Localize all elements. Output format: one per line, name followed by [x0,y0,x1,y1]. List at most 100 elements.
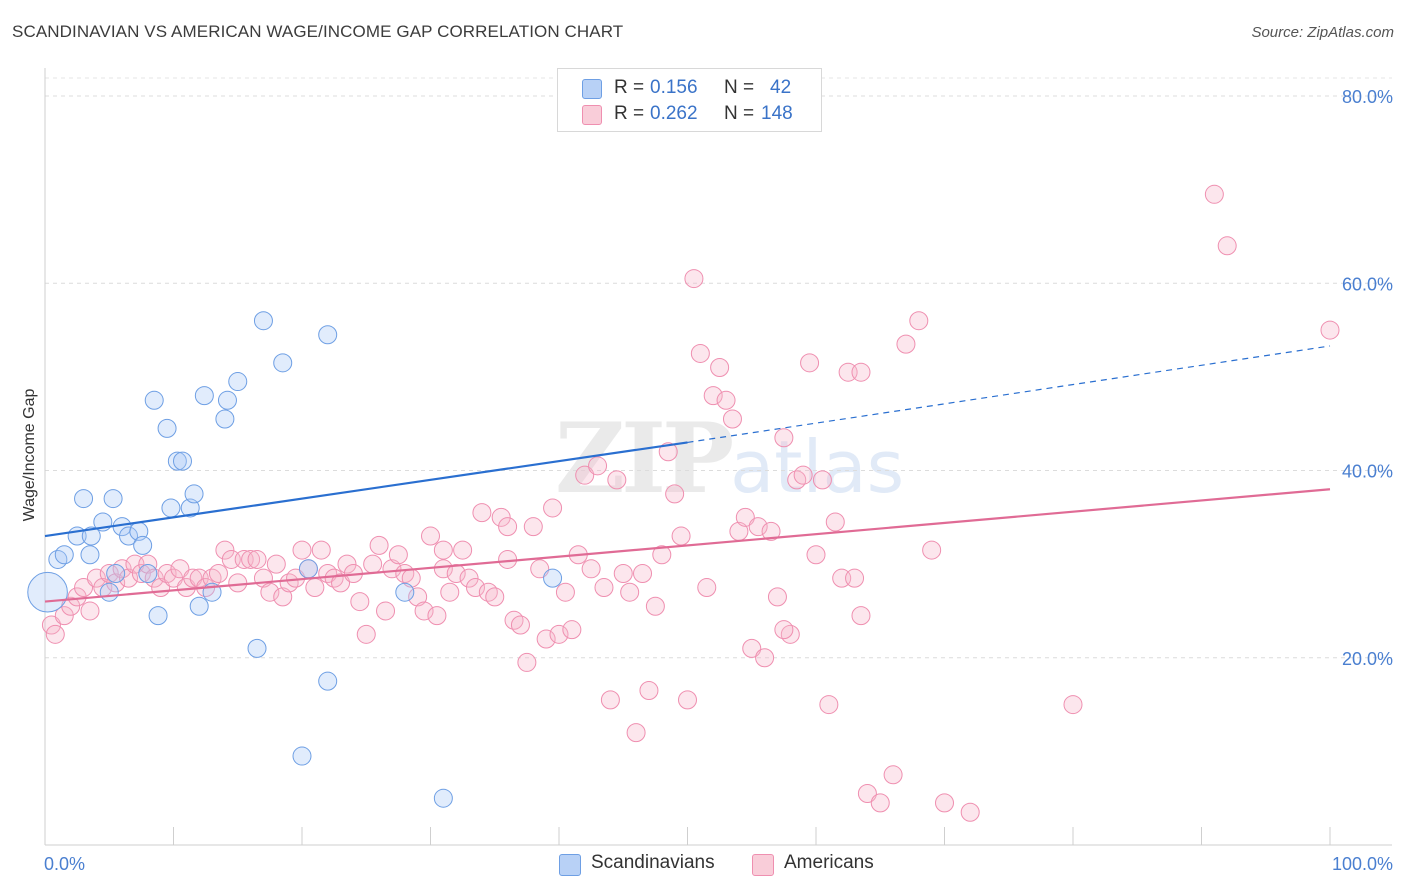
scandinavian-trend-line [44,441,688,538]
american-points [41,184,1340,822]
american-point [510,615,530,635]
n-value: 42 [770,77,792,98]
scandinavian-point [157,418,177,438]
american-point [748,517,768,537]
y-tick-label: 20.0% [1342,649,1393,669]
american-point [639,681,659,701]
american-point [266,554,286,574]
american-point [575,465,595,485]
trend-lines [44,345,1331,603]
scandinavian-point [189,596,209,616]
american-point [819,695,839,715]
american-point [883,765,903,785]
american-point [164,568,183,588]
american-point [414,601,434,621]
american-trend-line [44,488,1331,603]
american-point [620,582,640,602]
american-point [119,568,139,588]
american-point [465,578,485,598]
americans-swatch [582,105,602,125]
american-point [710,358,730,378]
y-tick-label: 80.0% [1342,87,1393,107]
american-point [331,573,351,593]
scandinavian-point [215,409,235,429]
american-point [45,624,65,644]
n-value: 148 [761,103,793,124]
american-point [485,587,505,607]
american-point [703,386,723,406]
american-point [260,582,280,602]
american-point [408,587,428,607]
american-point [909,311,929,331]
american-point [1063,695,1083,715]
american-point [851,362,871,382]
r-label: R = [614,103,645,124]
scandinavian-point [194,386,214,406]
american-point [652,545,672,565]
r-value: 0.156 [650,77,698,98]
american-point [453,540,473,560]
american-point [170,559,190,579]
american-point [761,521,781,541]
scandinavian-point [106,563,126,583]
american-point [960,802,980,822]
american-point [433,540,453,560]
american-point [1204,184,1224,204]
american-point [292,540,312,560]
scandinavians-legend-swatch [559,854,581,876]
american-point [228,573,248,593]
american-point [131,563,151,583]
american-point [588,456,608,476]
american-point [684,269,704,289]
american-point [812,470,832,490]
y-tick-label: 60.0% [1342,274,1393,294]
american-point [870,793,890,813]
american-point [935,793,954,813]
american-point [555,582,575,602]
american-point [851,606,871,626]
scandinavian-point [543,568,563,588]
scandinavian-point [433,788,453,808]
american-point [388,545,408,565]
american-point [678,690,697,710]
american-point [241,549,261,569]
american-point [472,503,492,523]
n-label: N = [724,103,755,124]
american-point [356,624,376,644]
american-point [633,563,653,583]
american-point [626,723,646,743]
american-point [549,624,569,644]
american-point [607,470,627,490]
american-point [581,559,601,579]
american-point [421,526,440,546]
y-axis-label: Wage/Income Gap [21,389,38,522]
scandinavian-point [395,582,415,602]
watermark-atlas: atlas [730,425,905,509]
scandinavian-point [103,489,123,509]
american-point [99,563,119,583]
american-point [722,409,742,429]
american-point [208,563,228,583]
american-point [536,629,556,649]
american-point [774,620,794,640]
scandinavian-point [161,498,181,518]
scandinavian-point [253,311,273,331]
american-point [530,559,550,579]
american-point [86,568,106,588]
scandinavian-point [318,325,338,345]
axes [44,68,1392,846]
american-point [1217,236,1237,256]
source-credit: Source: ZipAtlas.com [1251,24,1394,41]
americans-legend-label: Americans [784,852,874,873]
american-point [594,578,614,598]
american-point [793,465,813,485]
american-point [742,638,762,658]
american-point [845,568,865,588]
american-point [350,592,370,612]
american-point [337,554,357,574]
scandinavian-point [247,638,267,658]
american-point [273,587,293,607]
american-point [562,620,582,640]
american-point [755,648,775,668]
